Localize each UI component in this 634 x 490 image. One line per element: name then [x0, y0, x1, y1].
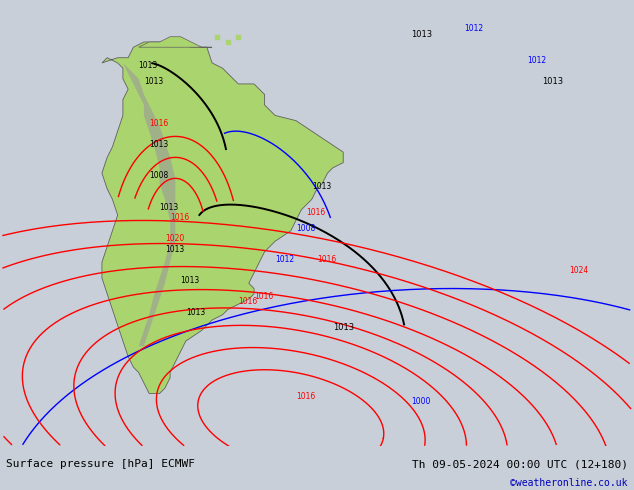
Text: ©weatheronline.co.uk: ©weatheronline.co.uk [510, 478, 628, 488]
Text: 1013: 1013 [181, 276, 200, 285]
Text: 1016: 1016 [296, 392, 315, 401]
Text: 1016: 1016 [149, 119, 169, 128]
Polygon shape [123, 63, 176, 346]
Text: 1016: 1016 [306, 208, 326, 217]
Text: 1016: 1016 [254, 292, 273, 301]
Text: 1012: 1012 [464, 24, 483, 33]
Text: 1016: 1016 [317, 255, 336, 264]
Text: 1013: 1013 [165, 245, 184, 254]
Text: 1000: 1000 [411, 397, 430, 406]
Text: 1013: 1013 [160, 203, 179, 212]
Polygon shape [102, 42, 343, 393]
Text: 1008: 1008 [149, 172, 169, 180]
Text: 1020: 1020 [165, 234, 184, 244]
Text: 1013: 1013 [543, 77, 564, 86]
Text: 1013: 1013 [139, 61, 158, 70]
Text: 1016: 1016 [238, 297, 257, 306]
Polygon shape [139, 37, 212, 47]
Text: 1016: 1016 [170, 213, 190, 222]
Text: 1013: 1013 [312, 182, 331, 191]
Text: Th 09-05-2024 00:00 UTC (12+180): Th 09-05-2024 00:00 UTC (12+180) [411, 459, 628, 469]
Text: Surface pressure [hPa] ECMWF: Surface pressure [hPa] ECMWF [6, 459, 195, 469]
Text: 1013: 1013 [186, 308, 205, 317]
Text: 1012: 1012 [275, 255, 294, 264]
Text: 1008: 1008 [296, 224, 315, 233]
Text: 1013: 1013 [149, 140, 169, 149]
Text: 1024: 1024 [569, 266, 588, 275]
Text: 1013: 1013 [144, 77, 163, 86]
Text: 1012: 1012 [527, 56, 546, 65]
Text: 1013: 1013 [411, 30, 432, 39]
Text: 1013: 1013 [333, 323, 354, 333]
